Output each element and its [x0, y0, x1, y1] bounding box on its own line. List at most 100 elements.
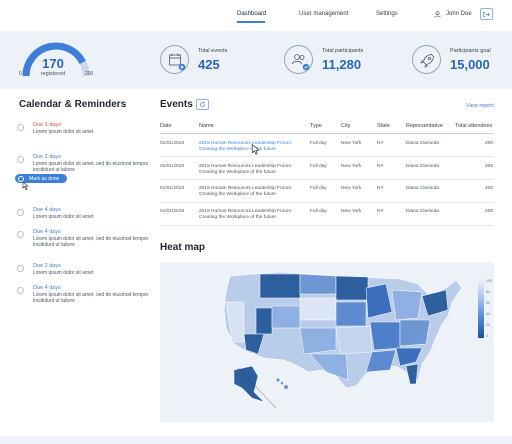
cell-representative: Diana Clameda — [406, 164, 440, 169]
state-region[interactable] — [225, 301, 245, 343]
user-name[interactable]: John Doe — [446, 11, 472, 17]
gauge-fill — [22, 42, 86, 77]
state-region[interactable] — [391, 289, 423, 321]
state-region[interactable] — [233, 365, 265, 403]
reminder-due: Due 4 days — [33, 285, 61, 291]
row-divider — [160, 179, 494, 180]
state-region[interactable] — [365, 349, 397, 373]
gauge-value: 170 — [42, 56, 64, 71]
reminder-text: Lorem ipsum dolor sit amet — [33, 270, 94, 276]
reminder-due: Due 2 days — [33, 154, 61, 160]
reminder-text: Lorem ipsum dolor sit amet, sed do eiusm… — [33, 236, 149, 248]
state-region[interactable] — [335, 325, 373, 355]
column-header-date[interactable]: Date — [160, 123, 172, 129]
total-events-badge — [160, 45, 189, 74]
legend-tick: 0 — [486, 334, 488, 338]
state-region[interactable] — [299, 273, 337, 295]
reminder-text: Lorem ipsum dolor sit amet — [33, 214, 94, 220]
state-region[interactable] — [309, 353, 349, 381]
check-circle-icon[interactable] — [17, 156, 24, 163]
state-region[interactable] — [335, 301, 367, 327]
state-region[interactable] — [421, 289, 449, 317]
event-name-link[interactable]: 2019 Human Resources Leadership Forum: C… — [199, 141, 293, 152]
state-region[interactable] — [395, 347, 423, 367]
cell-state: NY — [377, 186, 384, 191]
check-circle-icon[interactable] — [17, 265, 24, 272]
cell-event-name[interactable]: 2019 Human Resources Leadership Forum: C… — [199, 164, 293, 175]
cell-date: 01/01/2019 — [160, 186, 185, 191]
gauge-caption: registered — [40, 71, 66, 77]
nav-tab-dashboard[interactable]: Dashboard — [237, 11, 267, 17]
state-region[interactable] — [271, 305, 301, 329]
state-region[interactable] — [299, 327, 337, 355]
legend-tick: 40 — [486, 312, 490, 316]
state-region[interactable] — [299, 297, 337, 321]
cell-type: Full day — [310, 209, 327, 214]
cell-event-name[interactable]: 2019 Human Resources Leadership Forum: C… — [199, 209, 293, 220]
column-header-type[interactable]: Type — [310, 123, 322, 129]
check-circle-icon[interactable] — [17, 287, 24, 294]
total-participants-badge — [284, 45, 313, 74]
refresh-button[interactable] — [196, 99, 209, 110]
registration-gauge — [22, 42, 90, 77]
user-icon — [434, 11, 441, 18]
state-region[interactable] — [243, 333, 265, 355]
state-region[interactable] — [369, 321, 401, 351]
cell-state: NY — [377, 141, 384, 146]
nav-tab-user-management[interactable]: User management — [299, 11, 349, 17]
reminder-text: Lorem ipsum dolor sit amet, sed do eiusm… — [33, 161, 149, 173]
pointer-cursor-icon — [251, 144, 260, 155]
participants-goal-value: 15,000 — [450, 57, 490, 72]
total-events-label: Total events — [198, 48, 228, 54]
state-region[interactable] — [365, 283, 393, 319]
state-region[interactable] — [255, 307, 273, 335]
cell-type: Full day — [310, 164, 327, 169]
check-circle-icon — [18, 175, 24, 182]
legend-tick: 20 — [486, 323, 490, 327]
gauge-min: 0 — [19, 71, 22, 77]
mark-as-done-button[interactable]: Mark as done — [15, 174, 67, 183]
mark-as-done-label: Mark as done — [29, 175, 60, 182]
cell-event-name[interactable]: 2019 Human Resources Leadership Forum: C… — [199, 186, 293, 197]
total-participants-label: Total participants — [322, 48, 364, 54]
legend-tick: 100 — [486, 279, 492, 283]
check-circle-icon[interactable] — [17, 124, 24, 131]
row-divider — [160, 156, 494, 157]
row-divider — [160, 225, 494, 226]
state-region[interactable] — [399, 319, 431, 347]
refresh-icon — [200, 101, 205, 107]
events-title: Events — [160, 99, 193, 110]
rocket-icon — [420, 54, 434, 68]
calendar-reminders-title: Calendar & Reminders — [19, 99, 127, 110]
cell-date: 01/01/2019 — [160, 209, 185, 214]
hand-cursor-icon — [22, 181, 29, 191]
cell-attendees: 200 — [485, 141, 494, 146]
nav-tab-settings[interactable]: Settings — [376, 11, 398, 17]
column-header-representative[interactable]: Representative — [406, 123, 443, 129]
column-header-city[interactable]: City — [341, 123, 351, 129]
legend-tick: 60 — [486, 301, 490, 305]
cell-city: New York — [341, 164, 362, 169]
state-region[interactable] — [405, 363, 419, 385]
total-participants-value: 11,280 — [322, 57, 362, 72]
column-header-name[interactable]: Name — [199, 123, 214, 129]
reminder-due: Due 4 days — [33, 207, 61, 213]
check-circle-icon[interactable] — [17, 209, 24, 216]
top-navigation: Dashboard User management Settings John … — [0, 0, 512, 30]
cell-date: 01/01/2019 — [160, 164, 185, 169]
legend-tick: 80 — [486, 290, 490, 294]
cell-representative: Diana Clameda — [406, 186, 440, 191]
view-report-link[interactable]: View report — [466, 103, 494, 109]
cell-city: New York — [341, 141, 362, 146]
state-region[interactable] — [259, 273, 301, 299]
table-header-divider — [160, 133, 494, 134]
logout-button[interactable] — [480, 8, 493, 20]
calendar-star-icon — [169, 53, 186, 71]
cell-city: New York — [341, 209, 362, 214]
column-header-state[interactable]: State — [377, 123, 390, 129]
column-header-total-attendees[interactable]: Total attendees — [455, 123, 493, 129]
state-region[interactable] — [335, 275, 369, 301]
reminder-due: Due 4 days — [33, 229, 61, 235]
cell-type: Full day — [310, 186, 327, 191]
check-circle-icon[interactable] — [17, 231, 24, 238]
